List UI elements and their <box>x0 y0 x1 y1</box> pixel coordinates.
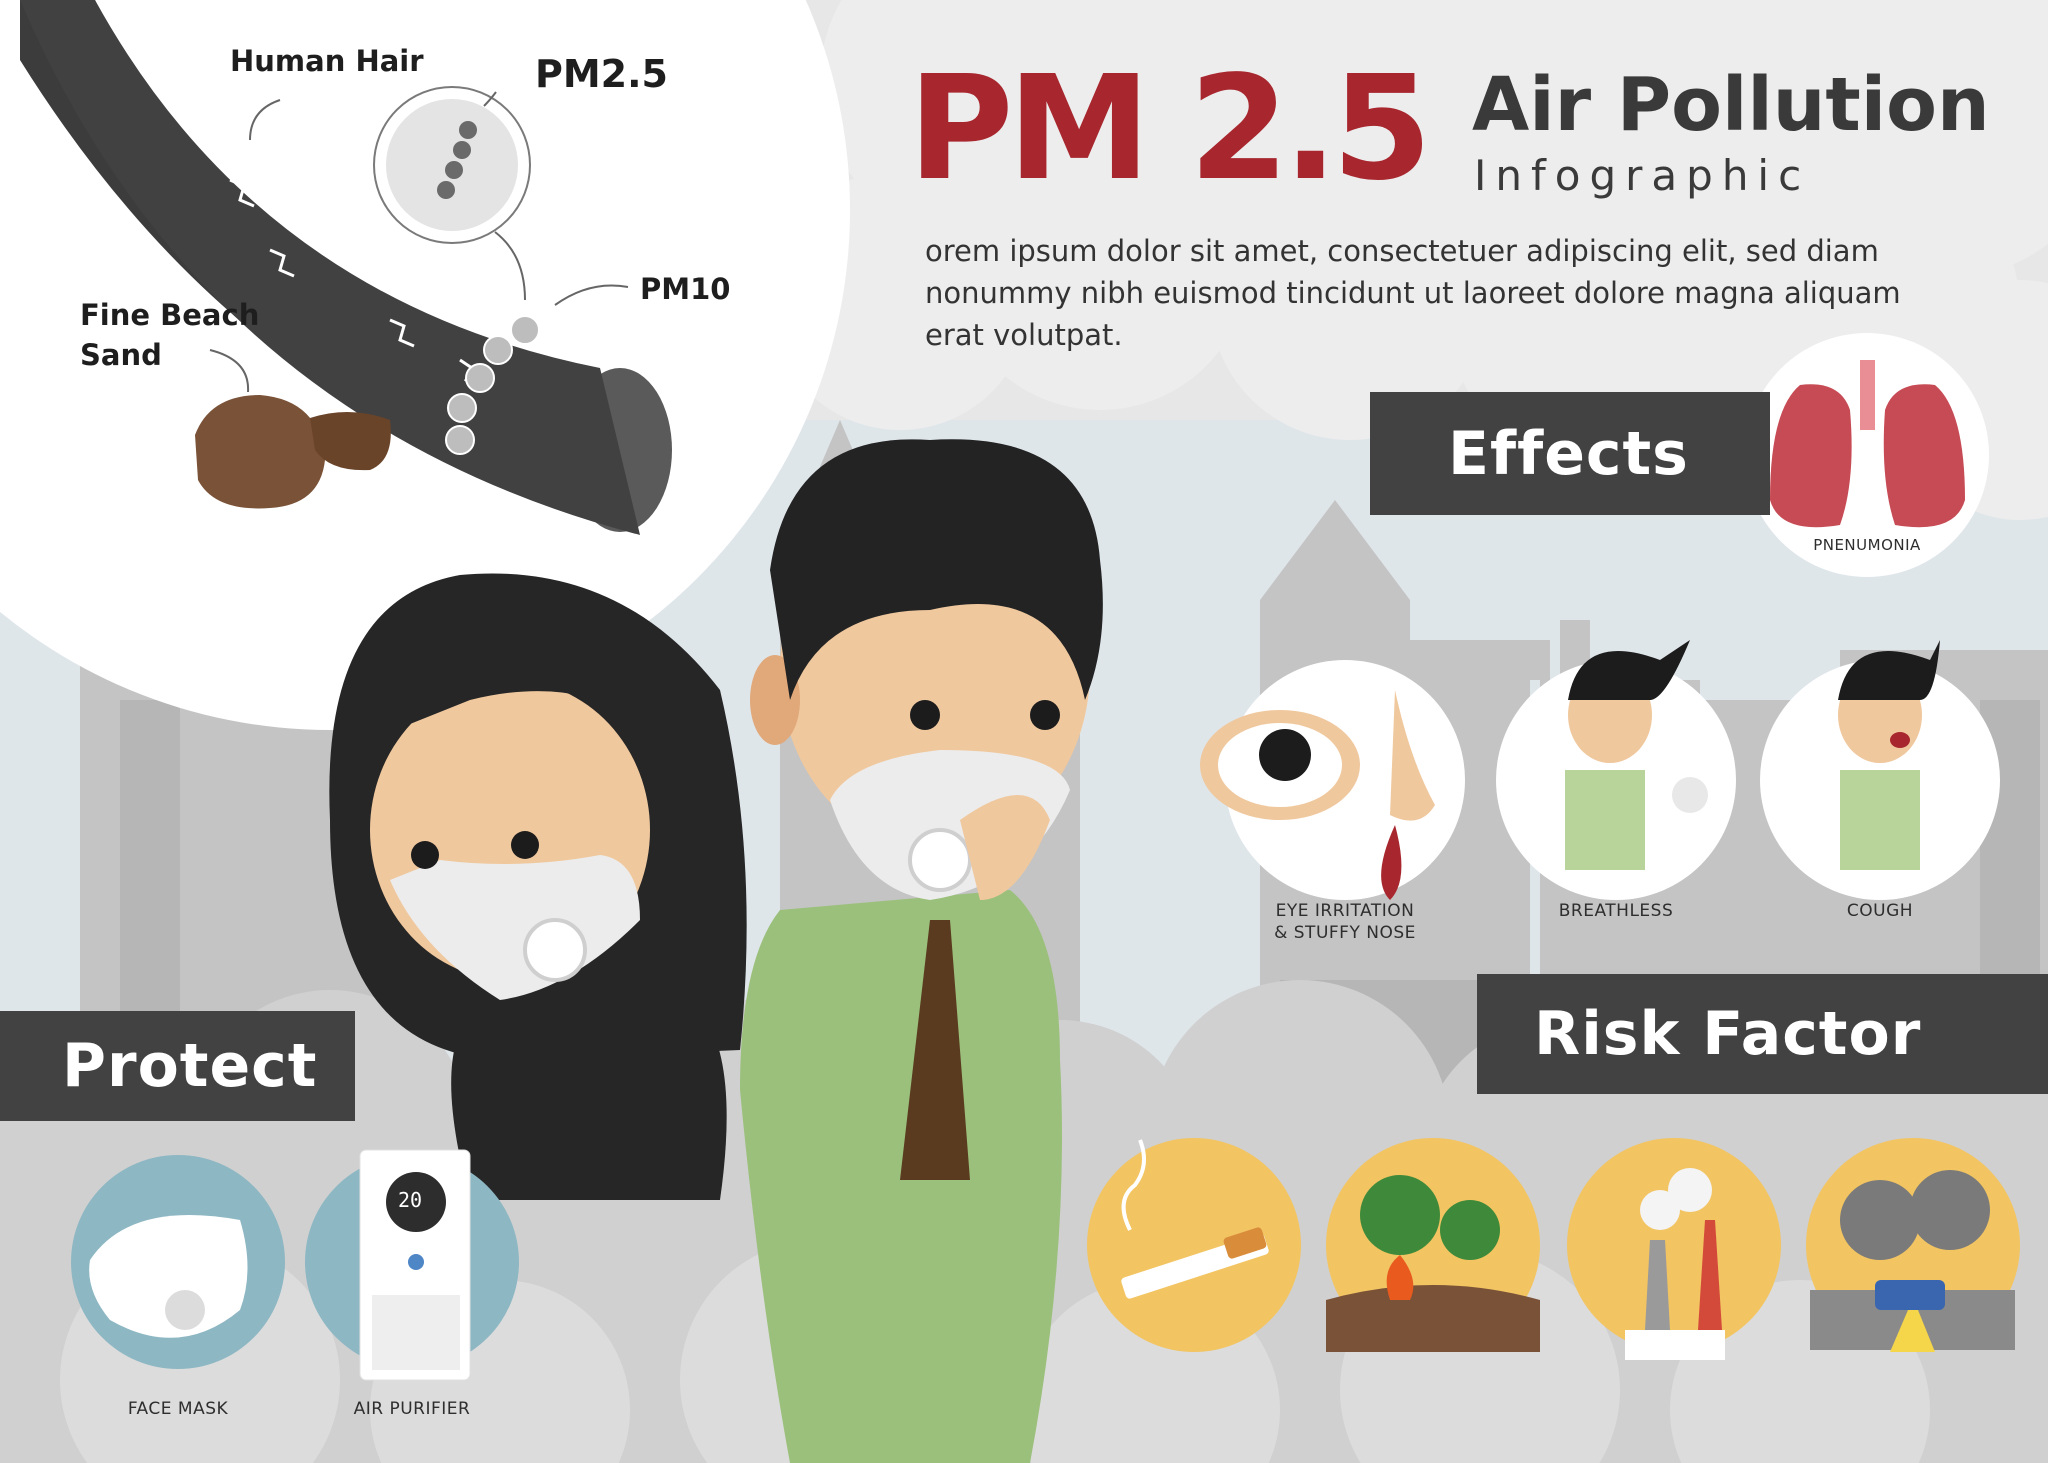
label-fine-beach-sand-2: Sand <box>80 338 162 372</box>
label-human-hair: Human Hair <box>230 44 424 78</box>
label-fine-beach-sand-1: Fine Beach <box>80 298 259 332</box>
page-title: PM 2.5 <box>908 48 1426 208</box>
caption-face-mask: FACE MASK <box>98 1398 258 1420</box>
caption-eye-line-1: EYE IRRITATION <box>1240 900 1450 922</box>
caption-breathless: BREATHLESS <box>1536 900 1696 922</box>
risk-factor-heading: Risk Factor <box>1534 999 1921 1069</box>
caption-eye-line-2: & STUFFY NOSE <box>1240 922 1450 944</box>
caption-pneumonia: PNENUMONIA <box>1787 534 1947 556</box>
label-pm10: PM10 <box>640 272 730 306</box>
intro-line-3: erat volutpat. <box>925 314 2025 356</box>
title-infographic: Infographic <box>1474 150 1810 202</box>
caption-cough: COUGH <box>1800 900 1960 922</box>
effects-banner: Effects <box>1370 392 1770 515</box>
protect-banner: Protect <box>0 1011 355 1121</box>
intro-line-1: orem ipsum dolor sit amet, consectetuer … <box>925 230 2025 272</box>
pm25-zoom-circle <box>374 87 530 243</box>
risk-factor-banner: Risk Factor <box>1477 974 2048 1094</box>
intro-paragraph: orem ipsum dolor sit amet, consectetuer … <box>925 230 2025 356</box>
wildfire-illustration <box>1326 1138 1540 1352</box>
cigarette-illustration <box>1087 1138 1301 1352</box>
intro-line-2: nonummy nibh euismod tincidunt ut laoree… <box>925 272 2025 314</box>
effects-heading: Effects <box>1448 419 1689 489</box>
protect-heading: Protect <box>62 1031 317 1101</box>
title-air-pollution: Air Pollution <box>1472 60 1990 150</box>
label-pm25: PM2.5 <box>535 52 668 96</box>
face-mask-illustration <box>71 1155 285 1369</box>
air-purifier-display: 20 <box>398 1188 422 1212</box>
traffic-smog-illustration <box>1806 1138 2020 1352</box>
caption-eye-irritation: EYE IRRITATION & STUFFY NOSE <box>1240 900 1450 944</box>
caption-air-purifier: AIR PURIFIER <box>332 1398 492 1420</box>
